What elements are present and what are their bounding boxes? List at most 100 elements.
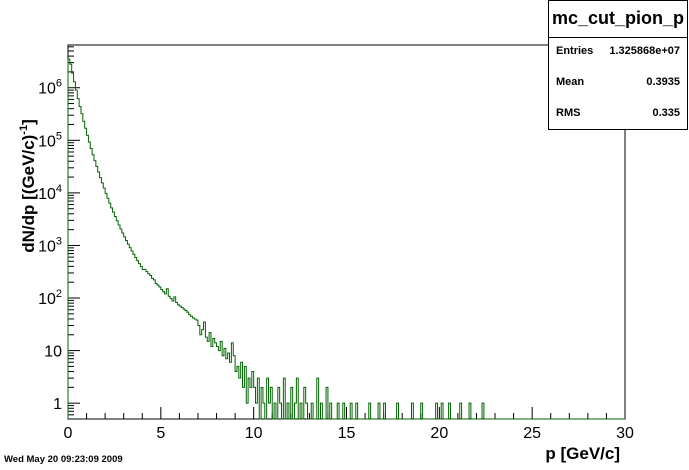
histogram-bin <box>120 229 122 419</box>
entries-label: Entries <box>556 45 594 57</box>
x-axis: 0 5 10 15 20 25 30 <box>64 407 634 442</box>
rms-value: 0.335 <box>652 107 680 119</box>
histogram-bin <box>198 326 200 419</box>
histogram-bin <box>163 292 165 419</box>
histogram-bin <box>133 254 135 419</box>
timestamp: Wed May 20 09:23:09 2009 <box>4 454 123 465</box>
histogram-bin <box>85 128 87 419</box>
histogram-bin <box>87 135 89 419</box>
histogram-bin <box>217 346 219 419</box>
y-tick-label: 1 <box>53 396 62 413</box>
x-axis-title: p [GeV/c] <box>545 444 620 463</box>
histogram-bin <box>181 308 183 419</box>
histogram-bin <box>144 269 146 419</box>
histogram-bin <box>166 289 168 419</box>
histogram-bin <box>114 217 116 419</box>
mean-value: 0.3935 <box>646 76 680 88</box>
histogram-bin <box>189 315 191 419</box>
histogram-bin <box>94 161 96 419</box>
histogram-bin <box>187 312 189 419</box>
x-tick-label: 25 <box>523 425 541 442</box>
histogram-bin <box>148 274 150 419</box>
x-tick-label: 5 <box>156 425 165 442</box>
histogram-bin <box>135 258 137 419</box>
histogram-bin <box>168 296 170 419</box>
y-tick-label: 10 <box>44 344 62 361</box>
x-tick-label: 20 <box>430 425 448 442</box>
histogram-bin <box>239 378 241 419</box>
y-tick-label: 103 <box>38 235 62 255</box>
histogram-bin <box>146 272 148 419</box>
y-tick-label: 104 <box>38 183 62 203</box>
histogram-bin <box>81 114 83 419</box>
stats-title: mc_cut_pion_p <box>549 1 687 38</box>
histogram-bin <box>70 64 72 419</box>
histogram-bin <box>152 278 154 419</box>
histogram-bin <box>183 309 185 419</box>
histogram-bin <box>100 178 102 419</box>
histogram-bin <box>142 270 144 419</box>
histogram-bin <box>170 298 172 419</box>
histogram-bin <box>101 183 103 419</box>
histogram-bin <box>185 310 187 419</box>
stats-mean-row: Mean 0.3935 <box>549 69 687 100</box>
x-tick-label: 0 <box>64 425 73 442</box>
histogram-bin <box>92 155 94 419</box>
histogram-bin <box>211 346 213 419</box>
entries-value: 1.325868e+07 <box>609 45 680 57</box>
histogram-bin <box>98 172 100 419</box>
histogram-bin <box>250 387 252 419</box>
histogram-bin <box>205 337 207 419</box>
histogram-bin <box>172 301 174 419</box>
histogram-bin <box>243 387 245 419</box>
histogram-bin <box>157 285 159 419</box>
histogram-bin <box>226 359 228 419</box>
histogram-bin <box>88 142 90 419</box>
histogram-bin <box>137 261 139 419</box>
histogram-bin <box>194 319 196 419</box>
histogram-bin <box>139 264 141 419</box>
plot-frame <box>67 44 626 420</box>
histogram-bin <box>269 403 271 419</box>
histogram-bin <box>113 212 115 419</box>
histogram-bin <box>191 316 193 419</box>
histogram-bin <box>96 166 98 419</box>
histogram-bin <box>111 208 113 419</box>
histogram-bin <box>118 225 120 419</box>
histogram-bin <box>213 338 215 419</box>
y-tick-label: 105 <box>38 130 62 150</box>
histogram-bin <box>218 351 220 419</box>
histogram-bin <box>83 121 85 419</box>
y-tick-label: 102 <box>38 288 62 308</box>
y-axis-title: dN/dp [(GeV/c)-1] <box>18 119 38 253</box>
histogram-bin <box>107 198 109 419</box>
x-tick-label: 15 <box>338 425 356 442</box>
histogram-bin <box>200 335 202 419</box>
histogram-bin <box>131 251 133 419</box>
histogram-bin <box>179 306 181 419</box>
histogram-bin <box>140 267 142 419</box>
histogram-bin <box>155 283 157 419</box>
histogram-bin <box>159 287 161 419</box>
histogram-bin <box>235 372 237 419</box>
histogram-bin <box>77 99 79 419</box>
histogram-bin <box>246 403 248 419</box>
histogram-bin <box>178 305 180 419</box>
histogram-bin <box>165 294 167 419</box>
histogram-bin <box>215 343 217 419</box>
rms-label: RMS <box>556 107 581 119</box>
histogram-bin <box>103 188 105 419</box>
stats-entries-row: Entries 1.325868e+07 <box>549 38 687 69</box>
histogram-bin <box>202 330 204 419</box>
histogram-bin <box>105 193 107 419</box>
histogram-bin <box>153 280 155 419</box>
histogram-bin <box>176 303 178 419</box>
histogram-bin <box>109 203 111 419</box>
histogram-bin <box>150 276 152 419</box>
histogram-bin <box>129 248 131 419</box>
histogram-bin <box>124 237 126 419</box>
x-tick-label: 10 <box>245 425 263 442</box>
stats-box: mc_cut_pion_p Entries 1.325868e+07 Mean … <box>548 0 688 130</box>
histogram-bin <box>174 297 176 419</box>
histogram-bin <box>222 356 224 419</box>
